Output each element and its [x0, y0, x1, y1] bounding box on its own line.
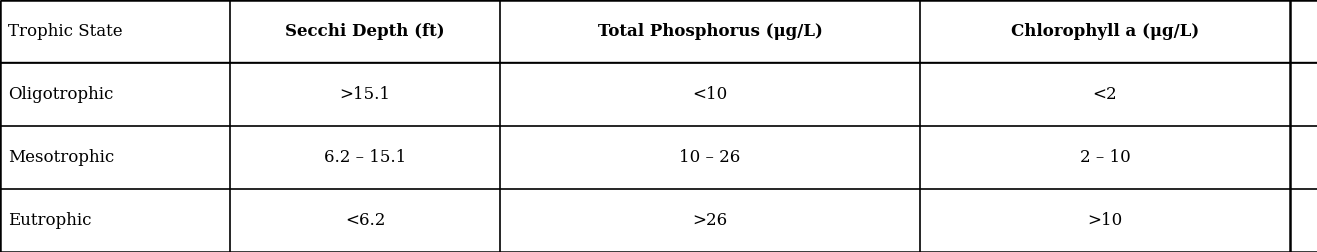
Text: >15.1: >15.1 — [340, 86, 391, 103]
Text: <6.2: <6.2 — [345, 212, 385, 229]
Text: Oligotrophic: Oligotrophic — [8, 86, 113, 103]
Text: Secchi Depth (ft): Secchi Depth (ft) — [286, 23, 445, 40]
Text: 10 – 26: 10 – 26 — [680, 149, 740, 166]
Text: >10: >10 — [1088, 212, 1122, 229]
Text: <2: <2 — [1093, 86, 1117, 103]
Text: >26: >26 — [693, 212, 727, 229]
Text: Mesotrophic: Mesotrophic — [8, 149, 115, 166]
Text: Trophic State: Trophic State — [8, 23, 122, 40]
Text: Eutrophic: Eutrophic — [8, 212, 91, 229]
Text: Chlorophyll a (μg/L): Chlorophyll a (μg/L) — [1011, 23, 1198, 40]
Text: 2 – 10: 2 – 10 — [1080, 149, 1130, 166]
Text: <10: <10 — [693, 86, 727, 103]
Text: 6.2 – 15.1: 6.2 – 15.1 — [324, 149, 406, 166]
Text: Total Phosphorus (μg/L): Total Phosphorus (μg/L) — [598, 23, 822, 40]
